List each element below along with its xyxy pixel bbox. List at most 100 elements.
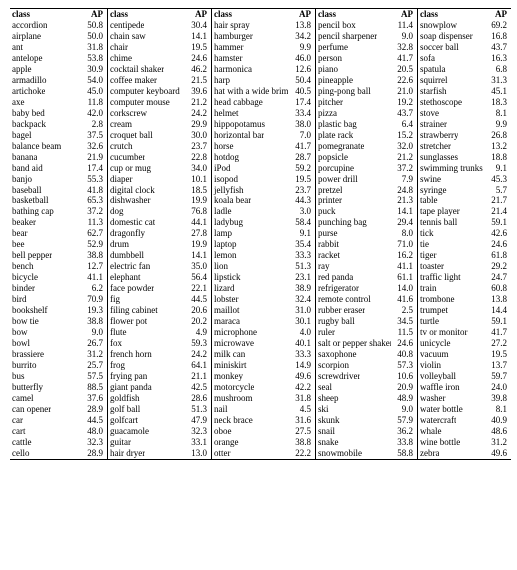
table-row: digital clock18.5 bbox=[108, 185, 211, 196]
ap-cell: 17.4 bbox=[289, 97, 313, 108]
class-cell: salt or pepper shaker bbox=[316, 338, 391, 349]
ap-cell: 11.8 bbox=[81, 97, 105, 108]
table-row: person41.7 bbox=[316, 53, 417, 64]
table-row: bear62.7 bbox=[10, 228, 107, 239]
class-cell: table bbox=[418, 195, 438, 206]
table-row: ray41.1 bbox=[316, 261, 417, 272]
class-cell: purse bbox=[316, 228, 338, 239]
ap-cell: 32.3 bbox=[81, 437, 105, 448]
class-cell: bookshelf bbox=[10, 305, 48, 316]
table-row: hamster46.0 bbox=[212, 53, 315, 64]
table-row: piano20.5 bbox=[316, 64, 417, 75]
ap-cell: 22.8 bbox=[185, 152, 209, 163]
table-row: mushroom31.8 bbox=[212, 393, 315, 404]
ap-cell: 38.8 bbox=[289, 437, 313, 448]
class-cell: horizontal bar bbox=[212, 130, 264, 141]
table-row: chime24.6 bbox=[108, 53, 211, 64]
table-row: bathing cap37.2 bbox=[10, 206, 107, 217]
ap-cell: 35.0 bbox=[185, 261, 209, 272]
class-cell: soap dispenser bbox=[418, 31, 473, 42]
class-cell: cup or mug bbox=[108, 163, 151, 174]
class-cell: bus bbox=[10, 371, 25, 382]
ap-cell: 55.3 bbox=[81, 174, 105, 185]
table-row: filing cabinet20.6 bbox=[108, 305, 211, 316]
ap-cell: 59.3 bbox=[185, 338, 209, 349]
table-row: basketball65.3 bbox=[10, 195, 107, 206]
ap-cell: 9.1 bbox=[485, 163, 509, 174]
ap-cell: 39.8 bbox=[485, 393, 509, 404]
class-cell: refrigerator bbox=[316, 283, 359, 294]
table-row: tennis ball59.1 bbox=[418, 217, 511, 228]
ap-cell: 42.5 bbox=[185, 382, 209, 393]
header-ap-label: AP bbox=[289, 9, 313, 20]
ap-cell: 18.5 bbox=[185, 185, 209, 196]
table-row: racket16.2 bbox=[316, 250, 417, 261]
table-row: monkey49.6 bbox=[212, 371, 315, 382]
table-row: snowplow69.2 bbox=[418, 20, 511, 31]
ap-cell: 28.7 bbox=[289, 152, 313, 163]
ap-cell: 37.6 bbox=[81, 393, 105, 404]
table-row: dog76.8 bbox=[108, 206, 211, 217]
class-cell: washer bbox=[418, 393, 446, 404]
class-cell: ant bbox=[10, 42, 23, 53]
class-cell: printer bbox=[316, 195, 342, 206]
ap-cell: 27.8 bbox=[185, 228, 209, 239]
ap-cell: 61.1 bbox=[391, 272, 415, 283]
ap-cell: 48.0 bbox=[81, 426, 105, 437]
table-row: printer21.3 bbox=[316, 195, 417, 206]
ap-cell: 38.8 bbox=[81, 250, 105, 261]
table-row: head cabbage 17.4 bbox=[212, 97, 315, 108]
class-cell: head cabbage bbox=[212, 97, 263, 108]
table-row: hamburger34.2 bbox=[212, 31, 315, 42]
ap-cell: 21.1 bbox=[185, 371, 209, 382]
table-row: jellyfish23.7 bbox=[212, 185, 315, 196]
ap-cell: 65.3 bbox=[81, 195, 105, 206]
table-row: oboe27.5 bbox=[212, 426, 315, 437]
table-row: swimming trunks9.1 bbox=[418, 163, 511, 174]
table-rule-bottom bbox=[10, 459, 511, 460]
ap-cell: 32.0 bbox=[391, 141, 415, 152]
table-row: plate rack15.2 bbox=[316, 130, 417, 141]
table-row: water bottle8.1 bbox=[418, 404, 511, 415]
class-cell: frog bbox=[108, 360, 125, 371]
class-cell: computer keyboard bbox=[108, 86, 180, 97]
ap-cell: 19.3 bbox=[81, 305, 105, 316]
ap-cell: 41.7 bbox=[391, 53, 415, 64]
ap-cell: 38.9 bbox=[289, 283, 313, 294]
table-row: diaper10.1 bbox=[108, 174, 211, 185]
ap-cell: 14.0 bbox=[391, 283, 415, 294]
table-row: violin13.7 bbox=[418, 360, 511, 371]
class-cell: dumbbell bbox=[108, 250, 144, 261]
ap-cell: 19.5 bbox=[289, 174, 313, 185]
class-cell: computer mouse bbox=[108, 97, 170, 108]
class-cell: ruler bbox=[316, 327, 335, 338]
table-column: classAPhair spray13.8hamburger34.2hammer… bbox=[212, 9, 316, 459]
ap-cell: 50.0 bbox=[81, 31, 105, 42]
ap-cell: 20.9 bbox=[391, 382, 415, 393]
class-cell: maraca bbox=[212, 316, 240, 327]
class-cell: frying pan bbox=[108, 371, 147, 382]
table-row: horizontal bar7.0 bbox=[212, 130, 315, 141]
ap-cell: 41.1 bbox=[391, 261, 415, 272]
class-cell: hair dryer bbox=[108, 448, 145, 459]
ap-cell: 19.9 bbox=[185, 195, 209, 206]
ap-cell: 38.0 bbox=[289, 119, 313, 130]
ap-cell: 59.7 bbox=[485, 371, 509, 382]
table-row: hair dryer13.0 bbox=[108, 448, 211, 459]
ap-cell: 9.9 bbox=[289, 42, 313, 53]
ap-cell: 5.7 bbox=[485, 185, 509, 196]
class-cell: electric fan bbox=[108, 261, 150, 272]
class-cell: apple bbox=[10, 64, 32, 75]
table-row: dragonfly27.8 bbox=[108, 228, 211, 239]
class-cell: horse bbox=[212, 141, 234, 152]
table-row: tape player21.4 bbox=[418, 206, 511, 217]
ap-cell: 41.7 bbox=[289, 141, 313, 152]
ap-cell: 31.8 bbox=[289, 393, 313, 404]
header-class-label: class bbox=[108, 9, 128, 20]
class-cell: snail bbox=[316, 426, 335, 437]
class-cell: popsicle bbox=[316, 152, 348, 163]
class-cell: syringe bbox=[418, 185, 447, 196]
ap-cell: 40.9 bbox=[485, 415, 509, 426]
ap-cell: 20.2 bbox=[185, 316, 209, 327]
table-row: bow9.0 bbox=[10, 327, 107, 338]
